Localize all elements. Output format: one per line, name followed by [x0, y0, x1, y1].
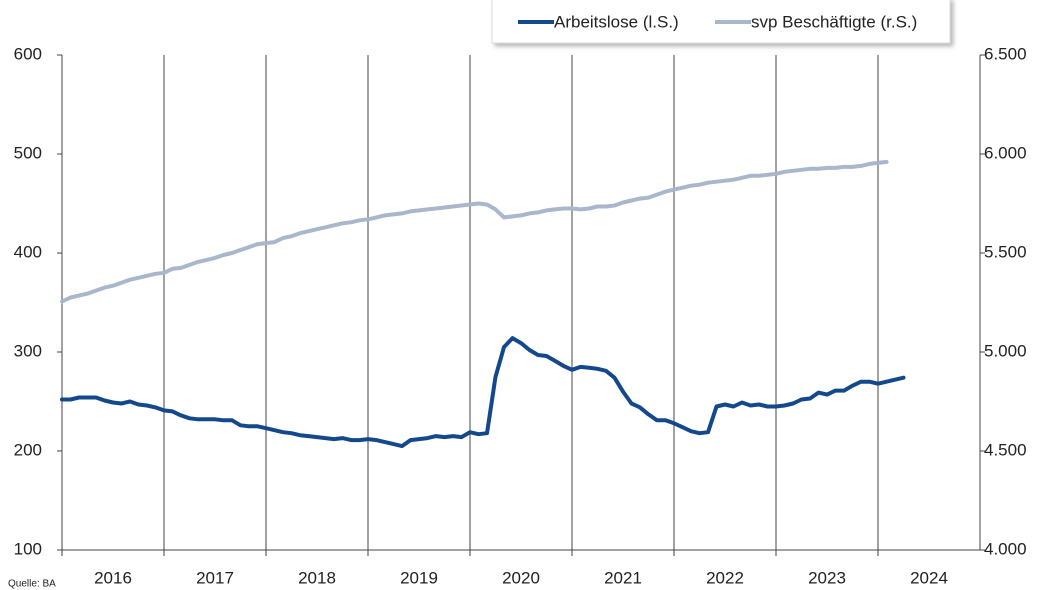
series-line: [60, 336, 906, 449]
y-tick-label: 600: [14, 44, 42, 63]
x-tick-label: 2016: [94, 568, 132, 587]
x-tick-label: 2020: [502, 568, 540, 587]
y2-tick-label: 5.500: [984, 242, 1027, 261]
y2-tick-label: 4.000: [984, 539, 1027, 558]
y2-tick-label: 5.000: [984, 341, 1027, 360]
source: Quelle: BA: [8, 579, 56, 590]
x-tick-label: 2019: [400, 568, 438, 587]
x-tick-label: 2024: [910, 568, 948, 587]
y2-tick-label: 6.500: [984, 44, 1027, 63]
legend-label: svp Beschäftigte (r.S.): [751, 12, 917, 31]
x-tick-label: 2017: [196, 568, 234, 587]
y-tick-label: 400: [14, 242, 42, 261]
x-tick-label: 2018: [298, 568, 336, 587]
y-tick-label: 500: [14, 143, 42, 162]
y2-tick-label: 6.000: [984, 143, 1027, 162]
series-line: [60, 159, 889, 304]
y2-tick-label: 4.500: [984, 440, 1027, 459]
y-tick-label: 300: [14, 341, 42, 360]
y-tick-label: 200: [14, 440, 42, 459]
x-tick-label: 2021: [604, 568, 642, 587]
y-tick-label: 100: [14, 539, 42, 558]
x-tick-label: 2023: [808, 568, 846, 587]
x-tick-label: 2022: [706, 568, 744, 587]
legend-label: Arbeitslose (l.S.): [554, 12, 679, 31]
